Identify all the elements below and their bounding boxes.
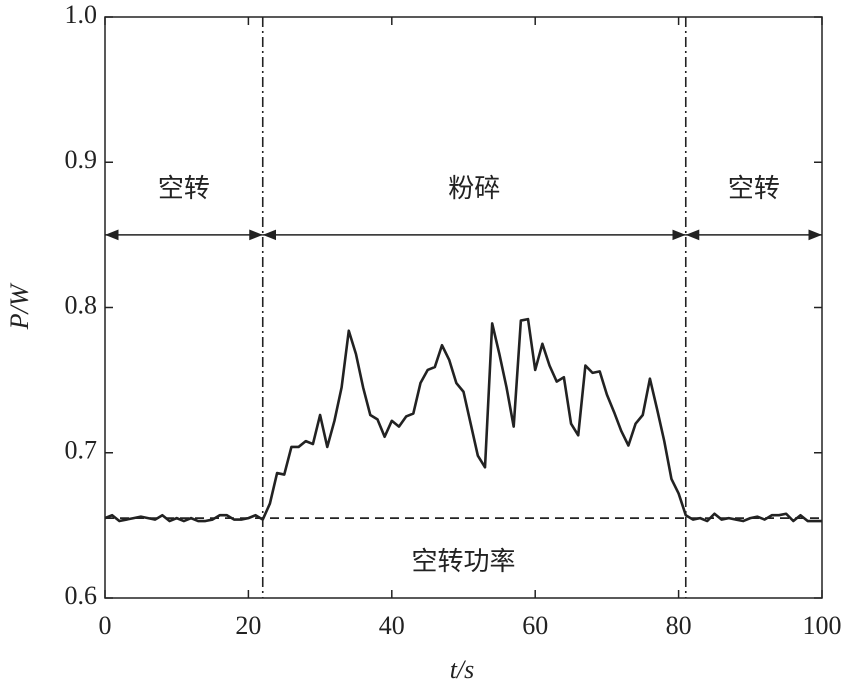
x-axis-label: t/s [450,655,475,684]
y-tick-label: 0.9 [65,145,98,174]
phase-label: 粉碎 [448,174,500,203]
y-tick-label: 0.7 [65,436,98,465]
x-tick-label: 80 [666,611,692,640]
phase-label: 空转 [728,174,780,203]
x-tick-label: 60 [522,611,548,640]
y-axis-label: P/W [5,282,34,330]
y-tick-label: 0.8 [65,290,98,319]
data-line [104,317,822,523]
y-tick-label: 0.6 [65,581,98,610]
x-tick-label: 20 [235,611,261,640]
x-tick-label: 40 [379,611,405,640]
plot-frame [104,16,823,599]
x-tick-label: 100 [803,611,842,640]
y-tick-label: 1.0 [65,0,98,29]
x-tick-label: 0 [99,611,112,640]
idle-power-label: 空转功率 [411,547,515,576]
phase-label: 空转 [158,174,210,203]
